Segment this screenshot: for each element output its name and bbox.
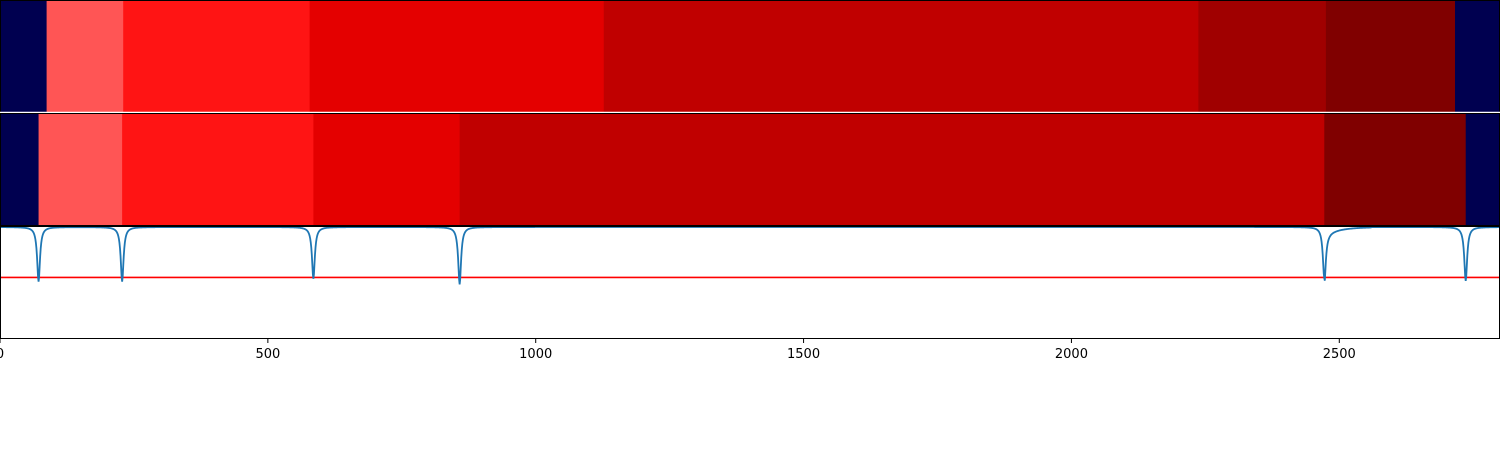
heatmap-bands — [0, 0, 1500, 225]
band-1-segment-3 — [123, 0, 311, 112]
x-tick-label-500: 500 — [255, 347, 280, 362]
signal-panel — [0, 226, 1500, 285]
band-2-segment-2 — [38, 113, 123, 225]
x-tick-label-2000: 2000 — [1055, 347, 1088, 362]
signal-panel-frame — [0, 226, 1500, 339]
x-tick-label-1500: 1500 — [787, 347, 820, 362]
band-1-segment-7 — [1325, 0, 1456, 112]
band-1-segment-5 — [603, 0, 1199, 112]
signal-series-line — [0, 226, 1500, 285]
x-tick-label-2500: 2500 — [1323, 347, 1356, 362]
x-axis: 0 500 1000 1500 2000 2500 — [0, 338, 1356, 362]
band-2-segment-4 — [313, 113, 461, 225]
band-1-segment-4 — [309, 0, 605, 112]
band-2-segment-1 — [0, 113, 40, 225]
band-1-segment-2 — [46, 0, 124, 112]
band-2-segment-5 — [459, 113, 1325, 225]
band-2-segment-6 — [1324, 113, 1467, 225]
x-tick-label-1000: 1000 — [519, 347, 552, 362]
band-1-segment-8 — [1455, 0, 1500, 112]
x-tick-label-0: 0 — [0, 347, 4, 362]
band-2-segment-3 — [122, 113, 314, 225]
band-2-segment-7 — [1465, 113, 1500, 225]
band-1-segment-1 — [0, 0, 48, 112]
band-1-segment-6 — [1198, 0, 1327, 112]
